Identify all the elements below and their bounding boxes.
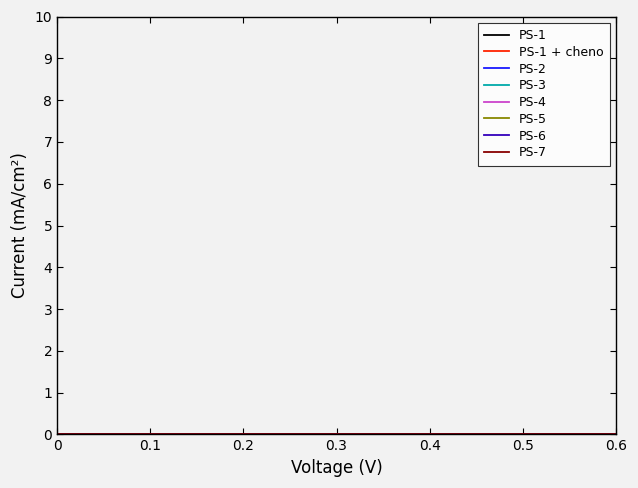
PS-2 [152, 431, 160, 437]
PS-4 [306, 431, 314, 437]
PS-2 [426, 431, 434, 437]
PS-4 [383, 431, 390, 437]
PS-1 [612, 431, 619, 437]
PS-6 [306, 431, 314, 437]
PS-3 [54, 431, 61, 437]
PS-6 [474, 431, 482, 437]
PS-3 [612, 431, 619, 437]
PS-4 [474, 431, 482, 437]
PS-5 [474, 431, 482, 437]
PS-3 [152, 431, 160, 437]
PS-7 [152, 431, 160, 437]
PS-5 [54, 431, 61, 437]
PS-5 [383, 431, 390, 437]
PS-4 [197, 431, 205, 437]
PS-7 [306, 431, 314, 437]
PS-4 [612, 431, 619, 437]
PS-6 [54, 431, 61, 437]
PS-1 [152, 431, 160, 437]
PS-1 [197, 431, 205, 437]
PS-2 [383, 431, 390, 437]
PS-1 [54, 431, 61, 437]
PS-1 [426, 431, 434, 437]
PS-2 [612, 431, 619, 437]
PS-2 [474, 431, 482, 437]
PS-3 [306, 431, 314, 437]
PS-4 [152, 431, 160, 437]
PS-1 [306, 431, 314, 437]
PS-1 + cheno [383, 431, 390, 437]
Legend: PS-1, PS-1 + cheno, PS-2, PS-3, PS-4, PS-5, PS-6, PS-7: PS-1, PS-1 + cheno, PS-2, PS-3, PS-4, PS… [477, 23, 610, 165]
PS-2 [54, 431, 61, 437]
PS-5 [197, 431, 205, 437]
PS-5 [612, 431, 619, 437]
PS-7 [426, 431, 434, 437]
PS-7 [197, 431, 205, 437]
PS-5 [306, 431, 314, 437]
Y-axis label: Current (mA/cm²): Current (mA/cm²) [11, 153, 29, 299]
PS-2 [197, 431, 205, 437]
PS-6 [197, 431, 205, 437]
PS-1 + cheno [474, 431, 482, 437]
X-axis label: Voltage (V): Voltage (V) [291, 459, 382, 477]
PS-6 [426, 431, 434, 437]
PS-1 + cheno [426, 431, 434, 437]
PS-3 [383, 431, 390, 437]
PS-1 [474, 431, 482, 437]
PS-7 [474, 431, 482, 437]
PS-4 [426, 431, 434, 437]
PS-5 [152, 431, 160, 437]
PS-1 + cheno [152, 431, 160, 437]
PS-6 [612, 431, 619, 437]
PS-5 [426, 431, 434, 437]
PS-3 [474, 431, 482, 437]
PS-4 [54, 431, 61, 437]
PS-1 [383, 431, 390, 437]
PS-2 [306, 431, 314, 437]
PS-6 [152, 431, 160, 437]
PS-1 + cheno [54, 431, 61, 437]
PS-6 [383, 431, 390, 437]
PS-1 + cheno [306, 431, 314, 437]
PS-1 + cheno [197, 431, 205, 437]
PS-3 [426, 431, 434, 437]
PS-1 + cheno [612, 431, 619, 437]
PS-3 [197, 431, 205, 437]
PS-7 [383, 431, 390, 437]
PS-7 [54, 431, 61, 437]
PS-7 [612, 431, 619, 437]
